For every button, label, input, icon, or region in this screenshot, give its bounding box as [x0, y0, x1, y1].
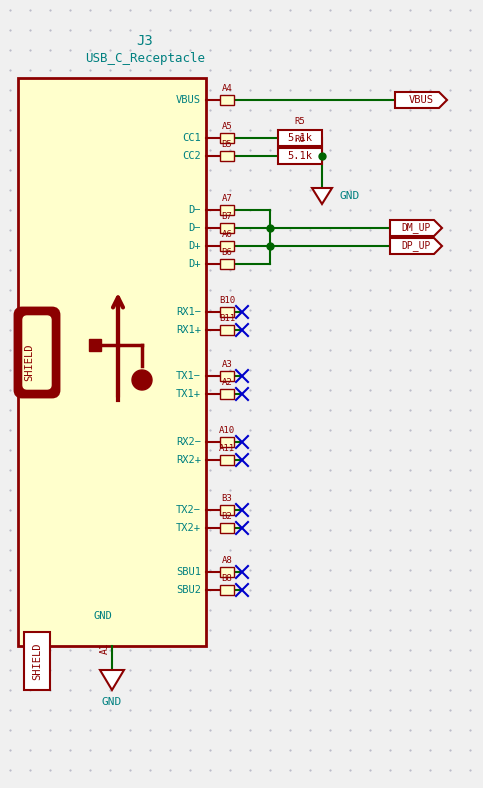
Text: SHIELD: SHIELD: [32, 642, 42, 680]
Text: B3: B3: [222, 494, 232, 503]
Text: B6: B6: [222, 248, 232, 257]
Circle shape: [132, 370, 152, 390]
Polygon shape: [390, 238, 442, 254]
Text: A8: A8: [222, 556, 232, 565]
Text: SBU1: SBU1: [176, 567, 201, 577]
Bar: [220, 133, 234, 143]
Text: B10: B10: [219, 296, 235, 305]
Text: R5: R5: [295, 117, 305, 126]
Polygon shape: [390, 220, 442, 236]
Text: D−: D−: [188, 223, 201, 233]
Text: A6: A6: [222, 230, 232, 239]
Bar: [220, 505, 234, 515]
Text: TX2+: TX2+: [176, 523, 201, 533]
Text: A7: A7: [222, 194, 232, 203]
Text: TX1−: TX1−: [176, 371, 201, 381]
Text: TX2−: TX2−: [176, 505, 201, 515]
Text: D−: D−: [188, 205, 201, 215]
Text: B8: B8: [222, 574, 232, 583]
Text: CC1: CC1: [182, 133, 201, 143]
Text: S1: S1: [24, 642, 34, 654]
Bar: [220, 585, 234, 595]
Text: SBU2: SBU2: [176, 585, 201, 595]
Text: B11: B11: [219, 314, 235, 323]
Text: B5: B5: [222, 140, 232, 149]
Text: D+: D+: [188, 241, 201, 251]
Text: VBUS: VBUS: [409, 95, 434, 105]
Text: A4: A4: [222, 84, 232, 93]
Text: J3: J3: [137, 34, 154, 48]
Text: CC2: CC2: [182, 151, 201, 161]
Bar: [89, 339, 101, 351]
Bar: [220, 371, 234, 381]
Text: DP_UP: DP_UP: [401, 240, 431, 251]
Bar: [220, 389, 234, 399]
Text: DM_UP: DM_UP: [401, 222, 431, 233]
Text: R6: R6: [295, 135, 305, 144]
Text: TX1+: TX1+: [176, 389, 201, 399]
Text: GND: GND: [340, 191, 360, 201]
Text: RX1+: RX1+: [176, 325, 201, 335]
Text: RX2+: RX2+: [176, 455, 201, 465]
Text: 5.1k: 5.1k: [287, 133, 313, 143]
Polygon shape: [312, 188, 332, 204]
Text: USB_C_Receptacle: USB_C_Receptacle: [85, 52, 205, 65]
Text: A2: A2: [222, 378, 232, 387]
Bar: [220, 307, 234, 317]
Bar: [24, 632, 50, 690]
Bar: [220, 151, 234, 161]
Polygon shape: [100, 670, 124, 690]
Bar: [220, 205, 234, 215]
FancyBboxPatch shape: [16, 309, 58, 396]
Text: A10: A10: [219, 426, 235, 435]
Bar: [220, 325, 234, 335]
Text: 5.1k: 5.1k: [287, 151, 313, 161]
Text: B7: B7: [222, 212, 232, 221]
Text: B2: B2: [222, 512, 232, 521]
Text: A5: A5: [222, 122, 232, 131]
Bar: [18, 78, 206, 646]
Bar: [220, 523, 234, 533]
Text: RX2−: RX2−: [176, 437, 201, 447]
Text: A11: A11: [219, 444, 235, 453]
Bar: [220, 95, 234, 105]
Text: A1: A1: [100, 642, 110, 654]
Bar: [278, 130, 322, 146]
FancyBboxPatch shape: [23, 316, 51, 389]
Bar: [220, 259, 234, 269]
Text: VBUS: VBUS: [176, 95, 201, 105]
Bar: [220, 241, 234, 251]
Bar: [220, 223, 234, 233]
Text: D+: D+: [188, 259, 201, 269]
Bar: [220, 455, 234, 465]
Text: GND: GND: [94, 611, 113, 621]
Bar: [220, 437, 234, 447]
Text: A3: A3: [222, 360, 232, 369]
Text: RX1−: RX1−: [176, 307, 201, 317]
Text: GND: GND: [102, 697, 122, 707]
Text: SHIELD: SHIELD: [24, 344, 34, 381]
Bar: [220, 567, 234, 577]
Polygon shape: [395, 92, 447, 108]
Bar: [278, 148, 322, 164]
